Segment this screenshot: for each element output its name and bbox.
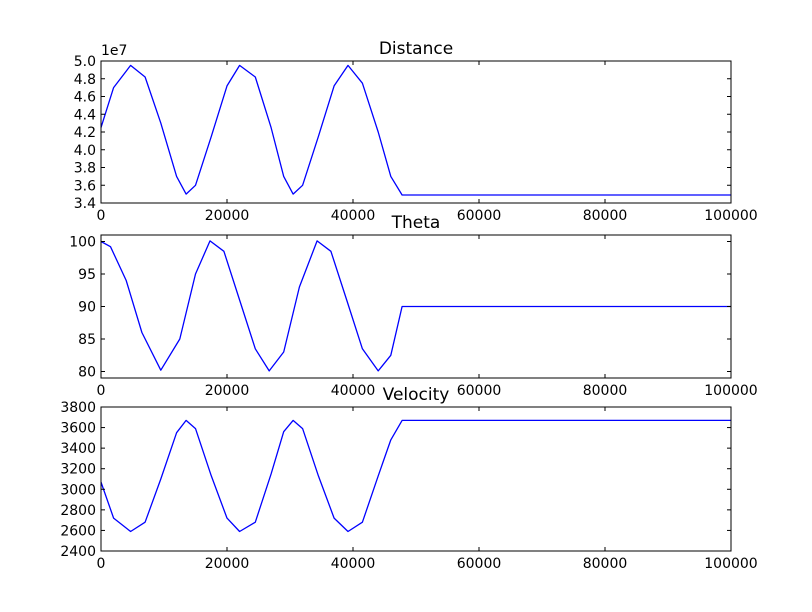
distance-ytick-label: 3.6 bbox=[74, 178, 96, 194]
theta-xtick-label: 20000 bbox=[205, 383, 250, 399]
distance-ytick-label: 4.6 bbox=[74, 90, 96, 106]
velocity-ytick-label: 2800 bbox=[60, 503, 96, 519]
distance-ytick-label: 4.4 bbox=[74, 107, 96, 123]
distance-axes-frame bbox=[100, 60, 732, 204]
velocity-ytick-label: 2400 bbox=[60, 544, 96, 560]
velocity-axes-frame bbox=[100, 406, 732, 552]
velocity-ytick-label: 3200 bbox=[60, 462, 96, 478]
theta-series-line bbox=[100, 240, 731, 372]
distance-xtick-label: 20000 bbox=[205, 208, 250, 224]
theta-xtick-label: 40000 bbox=[331, 383, 376, 399]
velocity-xtick-label: 60000 bbox=[457, 556, 502, 572]
distance-xtick-label: 80000 bbox=[583, 208, 628, 224]
distance-ytick-label: 3.8 bbox=[74, 161, 96, 177]
distance-subplot: 0 20000 40000 60000 80000 100000 3.4 3.63.8 4.0 4… bbox=[74, 39, 758, 224]
distance-xtick-label: 60000 bbox=[457, 208, 502, 224]
distance-ytick-label: 5.0 bbox=[74, 54, 96, 70]
theta-xtick-label: 80000 bbox=[583, 383, 628, 399]
distance-ytick-label: 4.8 bbox=[74, 72, 96, 88]
velocity-xtick-label: 20000 bbox=[205, 556, 250, 572]
theta-xtick-label: 100000 bbox=[704, 383, 757, 399]
velocity-ytick-label: 3400 bbox=[60, 441, 96, 457]
velocity-xtick-label: 80000 bbox=[583, 556, 628, 572]
distance-xtick-label: 40000 bbox=[331, 208, 376, 224]
velocity-ytick-label: 3800 bbox=[60, 400, 96, 416]
theta-ytick-label: 80 bbox=[78, 365, 96, 381]
velocity-ytick-label: 3600 bbox=[60, 421, 96, 437]
velocity-ytick-label: 3000 bbox=[60, 482, 96, 498]
velocity-xtick-label: 100000 bbox=[704, 556, 757, 572]
theta-title: Theta bbox=[391, 213, 441, 233]
distance-offset-label: 1e7 bbox=[101, 43, 127, 59]
distance-xtick-label: 0 bbox=[97, 208, 106, 224]
theta-xtick-label: 0 bbox=[97, 383, 106, 399]
velocity-ytick-label: 2600 bbox=[60, 523, 96, 539]
theta-ytick-label: 85 bbox=[78, 332, 96, 348]
distance-title: Distance bbox=[379, 39, 453, 59]
velocity-xtick-label: 40000 bbox=[331, 556, 376, 572]
distance-ytick-label: 4.0 bbox=[74, 143, 96, 159]
velocity-title: Velocity bbox=[383, 385, 450, 405]
distance-series-line bbox=[100, 64, 731, 196]
theta-subplot: 0 20000 40000 60000 80000 100000 80 85 90 95 100 Th… bbox=[69, 213, 757, 399]
theta-ytick-label: 95 bbox=[78, 267, 96, 283]
velocity-series-line bbox=[100, 419, 731, 533]
velocity-subplot: 0 20000 40000 60000 80000 100000 2400 2600 2800 3… bbox=[60, 385, 757, 572]
velocity-xtick-label: 0 bbox=[97, 556, 106, 572]
theta-ytick-label: 90 bbox=[78, 300, 96, 316]
theta-ytick-label: 100 bbox=[69, 235, 96, 251]
theta-xtick-label: 60000 bbox=[457, 383, 502, 399]
distance-ytick-label: 3.4 bbox=[74, 196, 96, 212]
distance-xtick-label: 100000 bbox=[704, 208, 757, 224]
distance-ytick-label: 4.2 bbox=[74, 125, 96, 141]
